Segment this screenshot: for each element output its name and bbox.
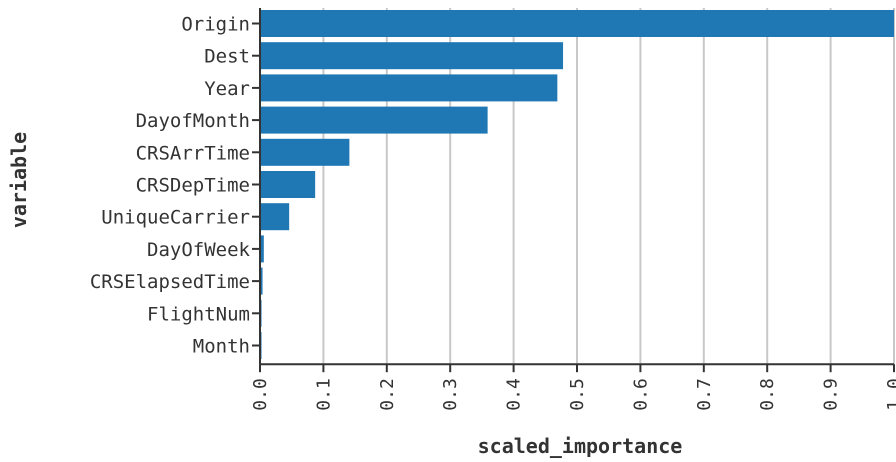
- axes: 0.0 0.1 0.2 0.3 0.4 0.5 0.6 0.7 0.8 0.9 1.0 Origin D…: [90, 8, 896, 411]
- y-tick-label: Origin: [181, 14, 250, 36]
- bar-dayofmonth: [260, 106, 488, 134]
- bar-dest: [260, 42, 564, 70]
- y-tick-label: Year: [204, 78, 250, 100]
- y-tick-label: CRSElapsedTime: [90, 271, 250, 293]
- y-tick-label: DayOfWeek: [147, 239, 251, 261]
- y-tick-label: CRSArrTime: [136, 142, 250, 164]
- x-tick-label: 0.9: [821, 378, 842, 411]
- bars: [260, 10, 894, 359]
- x-tick-label: 1.0: [884, 378, 896, 411]
- y-tick-label: UniqueCarrier: [101, 207, 250, 229]
- y-tick-label: FlightNum: [147, 303, 250, 325]
- bar-uniquecarrier: [260, 203, 290, 231]
- x-tick-label: 0.7: [694, 378, 715, 411]
- x-tick-label: 0.6: [630, 378, 651, 411]
- bar-crselapsedtime: [260, 267, 263, 295]
- bar-crsarrtime: [260, 138, 350, 166]
- y-axis-title: variable: [7, 132, 31, 228]
- bar-crsdeptime: [260, 171, 316, 198]
- x-tick-label: 0.4: [504, 378, 525, 411]
- y-tick-label: Dest: [204, 46, 250, 68]
- x-tick-label: 0.2: [377, 378, 398, 411]
- x-tick-label: 0.1: [313, 378, 334, 411]
- x-tick-label: 0.8: [757, 378, 778, 411]
- y-tick-label: DayofMonth: [136, 110, 250, 132]
- x-tick-label: 0.5: [567, 378, 588, 411]
- x-tick-label: 0.0: [250, 378, 271, 411]
- x-axis-title: scaled_importance: [478, 434, 683, 458]
- bar-year: [260, 74, 558, 102]
- bar-origin: [260, 10, 894, 37]
- x-tick-label: 0.3: [440, 378, 461, 411]
- bar-dayofweek: [260, 235, 264, 263]
- y-tick-label: Month: [193, 336, 250, 358]
- y-tick-label: CRSDepTime: [136, 175, 250, 197]
